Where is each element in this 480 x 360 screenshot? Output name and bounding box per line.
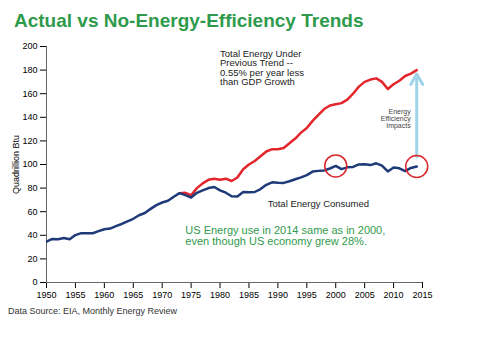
svg-text:1980: 1980 (210, 290, 230, 300)
svg-text:60: 60 (27, 207, 37, 217)
svg-text:1970: 1970 (152, 290, 172, 300)
svg-text:200: 200 (22, 41, 37, 51)
svg-text:1985: 1985 (239, 290, 259, 300)
svg-text:US Energy use in 2014 same as: US Energy use in 2014 same as in 2000,ev… (185, 224, 385, 247)
html-text:Data Source: EIA, Monthly Ener: Data Source: EIA, Monthly Energy Review (8, 306, 178, 316)
svg-text:180: 180 (22, 65, 37, 75)
svg-text:0: 0 (32, 277, 37, 287)
svg-text:160: 160 (22, 89, 37, 99)
svg-text:1955: 1955 (65, 290, 85, 300)
svg-text:EnergyEfficiencyImpacts: EnergyEfficiencyImpacts (381, 108, 411, 130)
svg-text:1950: 1950 (36, 290, 56, 300)
svg-text:Total Energy UnderPrevious Tre: Total Energy UnderPrevious Trend --0.55%… (220, 48, 304, 88)
svg-text:100: 100 (22, 159, 37, 169)
svg-text:40: 40 (27, 230, 37, 240)
svg-text:1990: 1990 (268, 290, 288, 300)
svg-text:2010: 2010 (384, 290, 404, 300)
svg-text:1995: 1995 (297, 290, 317, 300)
svg-text:2000: 2000 (326, 290, 346, 300)
svg-text:80: 80 (27, 183, 37, 193)
svg-text:2015: 2015 (412, 290, 432, 300)
svg-text:Quadrillion Btu: Quadrillion Btu (11, 135, 21, 194)
svg-text:1975: 1975 (181, 290, 201, 300)
svg-text:120: 120 (22, 136, 37, 146)
svg-text:2005: 2005 (355, 290, 375, 300)
html-text:Actual vs No-Energy-Efficiency: Actual vs No-Energy-Efficiency Trends (14, 10, 364, 31)
svg-text:140: 140 (22, 112, 37, 122)
svg-text:1965: 1965 (123, 290, 143, 300)
svg-text:Total Energy Consumed: Total Energy Consumed (268, 198, 369, 209)
svg-text:1960: 1960 (94, 290, 114, 300)
svg-text:20: 20 (27, 254, 37, 264)
